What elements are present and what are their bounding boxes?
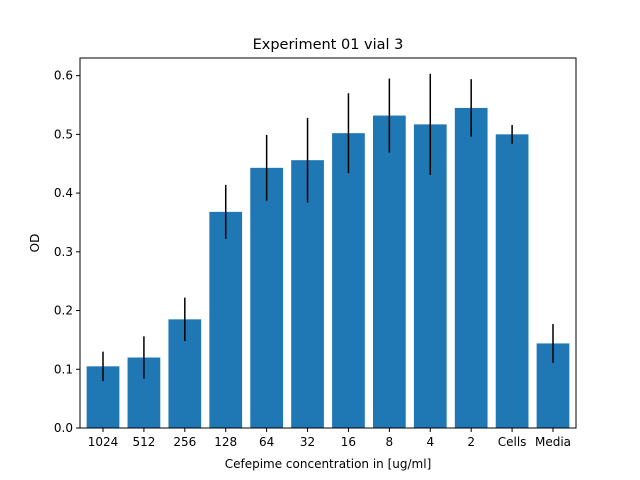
chart-title: Experiment 01 vial 3: [253, 37, 404, 53]
bar-16: [332, 133, 365, 429]
x-tick-label: 256: [173, 435, 196, 449]
bar-cells: [495, 134, 529, 428]
x-tick-label: 8: [386, 435, 394, 449]
bar-32: [291, 160, 324, 428]
y-tick-label: 0.1: [54, 362, 73, 376]
x-tick-label: 1024: [88, 435, 119, 449]
y-axis-label: OD: [28, 234, 42, 253]
x-tick-label: 16: [341, 435, 356, 449]
y-tick-label: 0.6: [54, 69, 73, 83]
y-tick-label: 0.4: [54, 186, 73, 200]
error-bars-group: [102, 73, 554, 382]
x-tick-label: 2: [467, 435, 475, 449]
x-axis-label: Cefepime concentration in [ug/ml]: [225, 457, 432, 471]
x-tick-label: Cells: [498, 435, 527, 449]
bar-64: [250, 167, 283, 428]
x-tick-label: 128: [214, 435, 237, 449]
x-axis-ticks: 1024 512 256 128 64 32 16 8 4 2 Cells Media: [88, 428, 571, 449]
x-tick-label: 512: [132, 435, 155, 449]
y-tick-label: 0.2: [54, 304, 73, 318]
bars-group: [86, 107, 570, 429]
y-tick-label: 0.0: [54, 421, 73, 435]
bar-2: [454, 107, 488, 429]
bar-4: [413, 124, 447, 429]
plot-frame: [79, 57, 577, 429]
y-axis-ticks: 0.0 0.1 0.2 0.3 0.4 0.5 0.6: [54, 69, 80, 435]
y-tick-label: 0.5: [54, 127, 73, 141]
x-tick-label: 32: [300, 435, 315, 449]
x-tick-label: 4: [426, 435, 434, 449]
x-tick-label: Media: [535, 435, 571, 449]
x-tick-label: 64: [259, 435, 274, 449]
bar-8: [373, 115, 406, 428]
y-tick-label: 0.3: [54, 245, 73, 259]
bar-128: [209, 211, 243, 428]
